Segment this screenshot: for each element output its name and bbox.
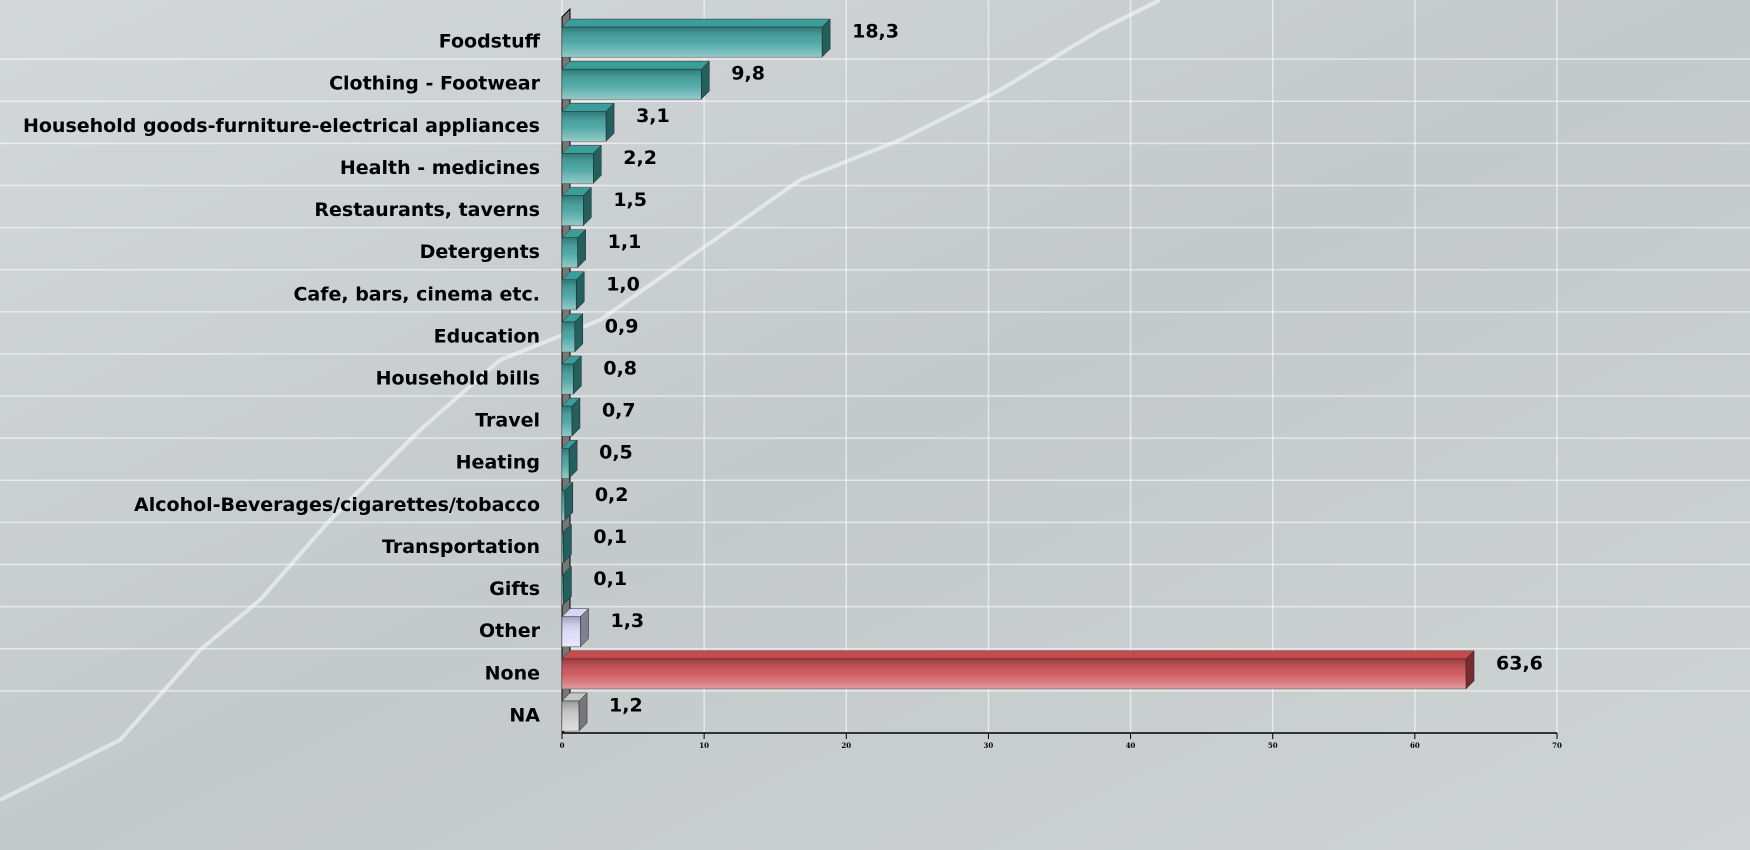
x-tick-label: 30	[984, 741, 994, 750]
value-label: 0,1	[593, 568, 627, 590]
bar-side	[821, 18, 831, 58]
y-tick-label: Education	[434, 325, 540, 347]
bar-shade	[562, 658, 1467, 689]
y-tick-label: Foodstuff	[439, 31, 541, 53]
y-tick-label: Clothing - Footwear	[329, 73, 541, 95]
bar-shade	[562, 27, 823, 58]
bar-side	[573, 355, 582, 395]
bar-side	[577, 229, 586, 269]
plot: 0 10 20 30 40 50 60 70 Foodstuff 18,3 Clothing - F…	[0, 0, 1750, 750]
x-tick-label: 40	[1126, 741, 1136, 750]
bar-side	[563, 565, 572, 606]
decor-line	[0, 0, 1161, 802]
y-tick-label: Household bills	[376, 368, 540, 390]
bar-side	[571, 397, 581, 437]
bar-shade	[562, 195, 584, 226]
value-label: 63,6	[1496, 652, 1543, 674]
y-tick-label: Alcohol-Beverages/cigarettes/tobacco	[134, 494, 540, 516]
x-tick-label: 60	[1410, 741, 1420, 750]
x-tick-label: 20	[841, 741, 851, 750]
y-tick-label: Cafe, bars, cinema etc.	[293, 283, 540, 305]
bar-shade	[562, 700, 580, 731]
bar-side	[605, 102, 615, 142]
bar-shade	[562, 616, 581, 647]
value-label: 1,5	[613, 189, 647, 211]
bar-top	[561, 103, 615, 112]
value-label: 0,9	[605, 315, 639, 337]
bar-shade	[562, 448, 570, 479]
bar-side	[564, 481, 574, 521]
x-tick-label: 0	[560, 741, 565, 750]
bar-top	[561, 60, 710, 70]
bar-side	[580, 608, 589, 648]
bar-shade	[562, 364, 574, 394]
bar-shade	[562, 69, 702, 100]
bar-side	[701, 60, 710, 100]
x-tick-label: 10	[699, 741, 709, 750]
bar-shade	[562, 153, 594, 184]
bar-shade	[562, 406, 572, 437]
value-label: 1,0	[606, 273, 640, 295]
bar-shade	[562, 321, 575, 352]
value-label: 1,2	[609, 694, 643, 716]
y-tick-label: Heating	[456, 452, 540, 474]
y-tick-label: Other	[479, 620, 541, 642]
bar-side	[583, 186, 592, 227]
y-tick-label: None	[485, 662, 540, 684]
value-label: 1,3	[610, 610, 644, 632]
y-tick-label: Household goods-furniture-electrical app…	[23, 115, 540, 137]
value-label: 0,8	[603, 358, 637, 380]
bar-side	[563, 523, 572, 564]
bar-side	[593, 144, 602, 185]
bar-side	[578, 692, 588, 732]
bar-side	[568, 439, 578, 479]
bar-side	[575, 271, 585, 311]
y-tick-label: Restaurants, taverns	[314, 199, 540, 221]
y-tick-label: Gifts	[489, 578, 540, 600]
bar-shade	[562, 111, 607, 142]
y-tick-label: Travel	[475, 410, 540, 432]
value-label: 0,1	[593, 526, 627, 548]
value-label: 0,2	[595, 484, 629, 506]
bar-shade	[562, 237, 578, 268]
y-tick-label: Detergents	[420, 241, 540, 263]
value-label: 3,1	[636, 105, 670, 127]
bar-top	[561, 18, 831, 28]
value-label: 2,2	[623, 147, 657, 169]
x-tick-label: 70	[1552, 741, 1562, 750]
value-label: 0,5	[599, 442, 633, 464]
y-tick-label: Health - medicines	[340, 157, 540, 179]
x-tick-label: 50	[1268, 741, 1278, 750]
value-label: 9,8	[731, 63, 765, 85]
value-label: 18,3	[852, 21, 899, 43]
bar-shade	[562, 279, 577, 310]
bar-shade	[562, 532, 564, 563]
value-label: 1,1	[608, 231, 642, 253]
y-tick-label: NA	[509, 704, 540, 726]
bar-side	[1465, 650, 1475, 690]
bar-shade	[562, 490, 565, 521]
bar-top	[561, 650, 1475, 660]
bar-side	[574, 313, 584, 353]
y-tick-label: Transportation	[382, 536, 540, 558]
value-label: 0,7	[602, 400, 636, 422]
bar-shade	[562, 574, 564, 605]
